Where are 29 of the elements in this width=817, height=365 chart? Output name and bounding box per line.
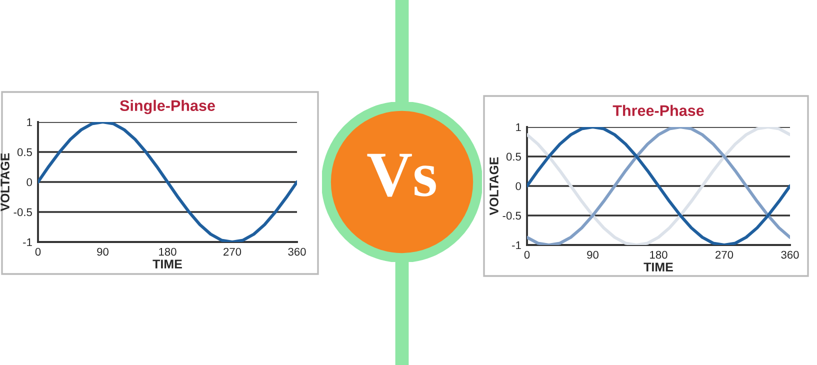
y-axis-title: VOLTAGE bbox=[490, 157, 498, 216]
line-series bbox=[38, 122, 297, 242]
x-tick-label: 360 bbox=[288, 248, 306, 256]
y-axis-title: VOLTAGE bbox=[0, 153, 10, 212]
y-tick-label: 1 bbox=[516, 123, 521, 132]
chart-title: Three-Phase bbox=[612, 104, 704, 116]
y-tick-label: -0.5 bbox=[502, 212, 521, 220]
x-tick-label: 270 bbox=[224, 248, 242, 256]
x-tick-label: 180 bbox=[159, 248, 176, 256]
chart-title: Single-Phase bbox=[120, 100, 215, 114]
y-tick-label: 0 bbox=[26, 178, 32, 186]
x-tick-label: 360 bbox=[781, 250, 799, 259]
y-tick-label: -1 bbox=[512, 241, 521, 250]
x-tick-label: 90 bbox=[587, 250, 598, 259]
x-tick-label: 0 bbox=[524, 250, 530, 259]
line-series bbox=[527, 127, 790, 245]
x-tick-label: 180 bbox=[650, 250, 668, 259]
x-axis-title: TIME bbox=[644, 262, 673, 272]
y-tick-label: 0 bbox=[516, 182, 522, 190]
x-axis-title: TIME bbox=[152, 260, 182, 268]
y-tick-label: 0.5 bbox=[17, 148, 32, 156]
text: Vs bbox=[367, 154, 436, 197]
x-tick-label: 0 bbox=[35, 248, 41, 256]
y-tick-label: 0.5 bbox=[506, 152, 521, 161]
y-tick-label: 1 bbox=[27, 118, 32, 126]
y-tick-label: -1 bbox=[23, 238, 32, 246]
x-tick-label: 270 bbox=[716, 250, 734, 259]
x-tick-label: 90 bbox=[97, 248, 108, 256]
y-tick-label: -0.5 bbox=[14, 208, 32, 216]
